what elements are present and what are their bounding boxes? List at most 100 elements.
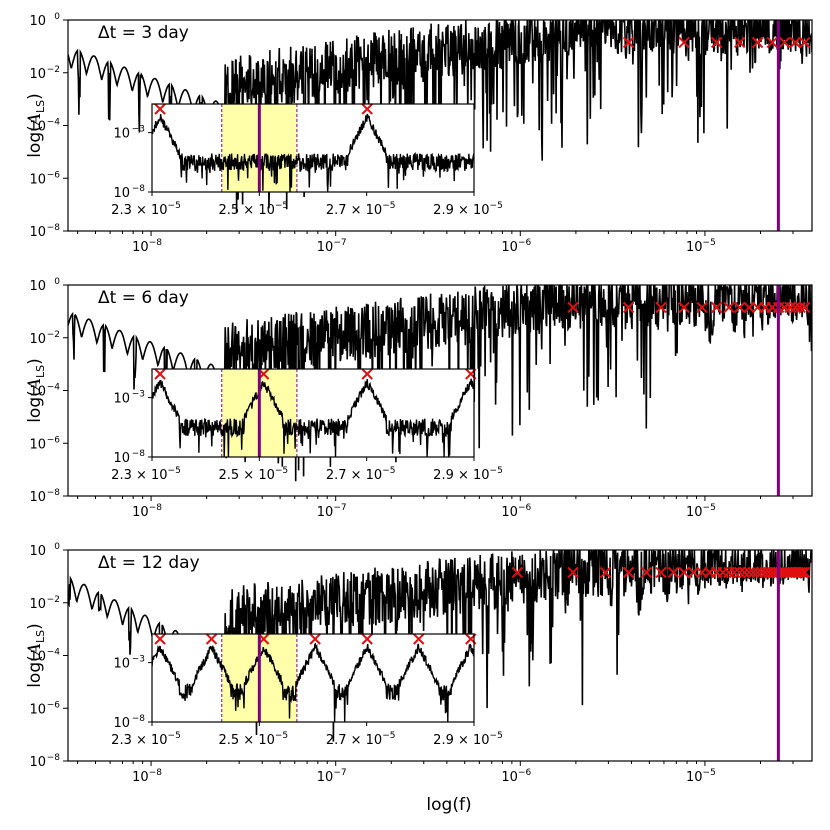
peak-marker bbox=[567, 301, 579, 314]
peak-marker bbox=[622, 36, 635, 49]
y-tick-label: 10−6 bbox=[29, 435, 60, 452]
peak-marker bbox=[687, 566, 700, 579]
x-tick-label: 10−6 bbox=[501, 768, 531, 785]
peak-marker bbox=[667, 566, 680, 579]
inset-peak-marker bbox=[413, 633, 425, 645]
y-tick-exp: −8 bbox=[47, 488, 61, 498]
y-tick-exp: −2 bbox=[47, 65, 60, 75]
inset-y-tick-label: 10 −3 bbox=[113, 125, 145, 142]
y-tick-exp: −6 bbox=[47, 700, 61, 710]
inset-spectrum-line bbox=[152, 642, 474, 722]
x-tick-label: 10−5 bbox=[686, 238, 716, 255]
inset-x-tick-label: 2.7 × 10−5 bbox=[326, 201, 396, 218]
inset-spectrum-line bbox=[152, 113, 474, 192]
x-tick-label: 10−8 bbox=[132, 768, 162, 785]
x-tick-label: 10−7 bbox=[317, 503, 347, 520]
x-tick-exp: −6 bbox=[518, 768, 532, 778]
x-tick-label: 10−6 bbox=[501, 503, 531, 520]
x-tick-label: 10−8 bbox=[132, 503, 162, 520]
inset-x-tick-label: 2.9 × 10−5 bbox=[433, 731, 503, 748]
peak-marker bbox=[655, 566, 667, 579]
y-tick-exp: −4 bbox=[47, 648, 61, 658]
inset-frame bbox=[151, 103, 475, 193]
peak-marker bbox=[640, 566, 653, 579]
peak-marker bbox=[511, 566, 524, 579]
peak-marker bbox=[794, 301, 806, 314]
inset-2: 2.3 × 10−5 2.5 × 10−5 2.7 × 10−5 2.9 × 10−5… bbox=[111, 368, 503, 483]
peak-marker bbox=[796, 566, 809, 579]
panel-3: 10−8 10−7 10−6 10−510 010−210−410−610−8log(A… bbox=[25, 542, 813, 785]
y-tick-label: 10−6 bbox=[29, 700, 60, 717]
inset-x-tick-label: 2.3 × 10−5 bbox=[111, 466, 181, 483]
inset-x-tick-label: 2.5 × 10−5 bbox=[219, 731, 289, 748]
inset-x-tick-label: 2.5 × 10−5 bbox=[219, 466, 289, 483]
panel-1: 10−8 10−7 10−6 10−510 010−210−410−610−8log(A… bbox=[25, 12, 813, 255]
peak-marker bbox=[710, 36, 723, 49]
peak-marker bbox=[733, 566, 746, 579]
peak-marker bbox=[733, 36, 746, 49]
y-tick-label: 10−2 bbox=[29, 595, 60, 612]
peak-marker bbox=[599, 566, 612, 579]
panel-dt-label: Δt = 12 day bbox=[98, 553, 200, 573]
inset-peak-marker bbox=[309, 633, 321, 645]
peak-marker bbox=[696, 301, 708, 314]
x-tick-label: 10−5 bbox=[686, 768, 716, 785]
y-tick-label: 10 0 bbox=[29, 277, 60, 294]
y-tick-exp: −2 bbox=[47, 330, 60, 340]
inset-x-tick-label: 2.5 × 10−5 bbox=[219, 201, 289, 218]
x-tick-exp: −6 bbox=[518, 238, 532, 248]
y-tick-label: 10−2 bbox=[29, 65, 60, 82]
x-axis-label: log(f) bbox=[426, 795, 471, 815]
peak-marker bbox=[789, 36, 801, 49]
inset-x-tick-label: 2.9 × 10−5 bbox=[433, 201, 503, 218]
peak-marker bbox=[738, 566, 751, 579]
inset-x-tick-label: 2.3 × 10−5 bbox=[111, 201, 181, 218]
y-tick-label: 10−2 bbox=[29, 330, 60, 347]
inset-frame bbox=[151, 633, 475, 723]
peak-marker bbox=[622, 301, 635, 314]
y-tick-exp: −4 bbox=[47, 383, 61, 393]
inset-peak-marker bbox=[154, 368, 166, 380]
inset-peak-marker bbox=[361, 368, 373, 380]
inset-x-tick-label: 2.7 × 10−5 bbox=[326, 731, 396, 748]
y-tick-label: 10−8 bbox=[29, 488, 60, 505]
peak-marker bbox=[733, 301, 746, 314]
inset-x-tick-label: 2.3 × 10−5 bbox=[111, 731, 181, 748]
x-tick-exp: −5 bbox=[703, 503, 716, 513]
inset-peak-marker bbox=[361, 633, 373, 645]
peak-marker bbox=[766, 36, 778, 49]
inset-y-tick-label: 10 −8 bbox=[113, 714, 145, 731]
y-tick-exp: −4 bbox=[47, 118, 61, 128]
peak-marker bbox=[751, 36, 764, 49]
inset-3: 2.3 × 10−5 2.5 × 10−5 2.7 × 10−5 2.9 × 10−5… bbox=[111, 633, 503, 748]
y-tick-label: 10−8 bbox=[29, 223, 60, 240]
peak-marker bbox=[743, 566, 755, 579]
peak-marker bbox=[728, 566, 741, 579]
peak-marker bbox=[778, 36, 791, 49]
peak-marker bbox=[678, 36, 690, 49]
peak-marker bbox=[789, 301, 801, 314]
x-tick-exp: −7 bbox=[333, 768, 346, 778]
panel-2: 10−8 10−7 10−6 10−510 010−210−410−610−8log(A… bbox=[25, 277, 813, 520]
peak-marker bbox=[678, 301, 690, 314]
peak-marker bbox=[743, 301, 755, 314]
peak-marker bbox=[655, 301, 667, 314]
inset-1: 2.3 × 10−5 2.5 × 10−5 2.7 × 10−5 2.9 × 10−5… bbox=[111, 103, 503, 218]
inset-peak-marker bbox=[154, 103, 166, 115]
x-tick-exp: −5 bbox=[703, 768, 716, 778]
x-tick-exp: −8 bbox=[149, 503, 163, 513]
x-tick-exp: −7 bbox=[333, 503, 346, 513]
spectrum-line bbox=[68, 285, 812, 482]
panels-group: 10−8 10−7 10−6 10−510 010−210−410−610−8log(A… bbox=[25, 12, 813, 785]
inset-x-tick-label: 2.7 × 10−5 bbox=[326, 466, 396, 483]
inset-y-tick-label: 10 −8 bbox=[113, 449, 145, 466]
y-tick-label: 10−6 bbox=[29, 170, 60, 187]
y-tick-label: 10 0 bbox=[29, 542, 60, 559]
inset-peak-marker bbox=[154, 633, 166, 645]
x-tick-label: 10−5 bbox=[686, 503, 716, 520]
inset-y-tick-label: 10 −3 bbox=[113, 655, 145, 672]
y-tick-exp: 0 bbox=[54, 277, 60, 287]
x-tick-label: 10−6 bbox=[501, 238, 531, 255]
x-tick-label: 10−7 bbox=[317, 238, 347, 255]
x-tick-exp: −5 bbox=[703, 238, 716, 248]
